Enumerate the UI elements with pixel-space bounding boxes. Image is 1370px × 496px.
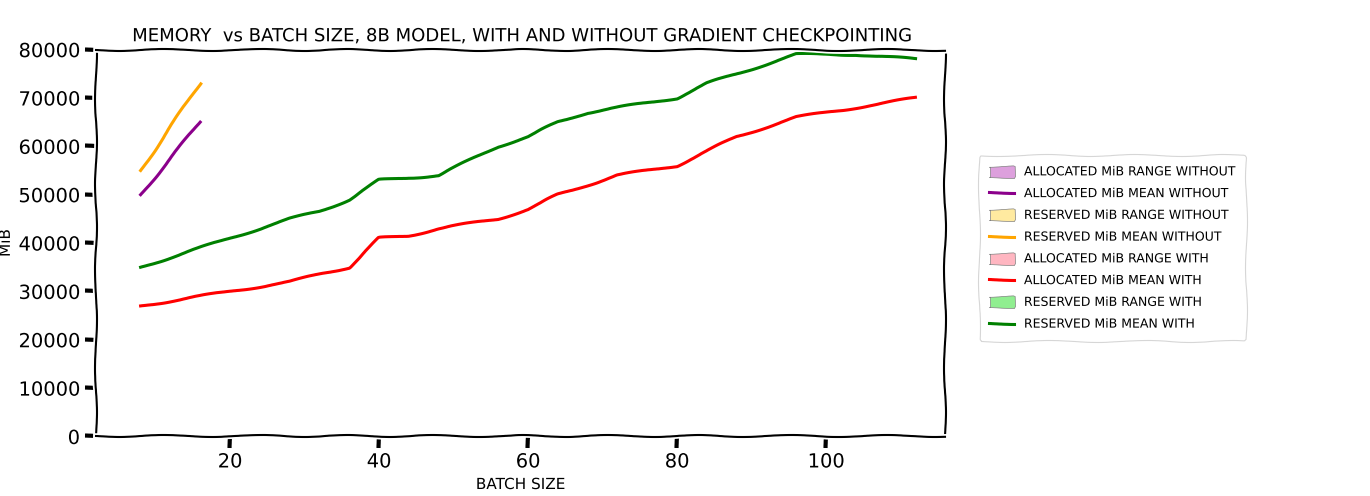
Title: MEMORY  vs BATCH SIZE, 8B MODEL, WITH AND WITHOUT GRADIENT CHECKPOINTING: MEMORY vs BATCH SIZE, 8B MODEL, WITH AND… [132, 27, 910, 45]
Y-axis label: MiB: MiB [0, 229, 12, 257]
X-axis label: BATCH SIZE: BATCH SIZE [475, 477, 566, 492]
Legend: ALLOCATED MiB RANGE WITHOUT, ALLOCATED MiB MEAN WITHOUT, RESERVED MiB RANGE WITH: ALLOCATED MiB RANGE WITHOUT, ALLOCATED M… [980, 155, 1245, 341]
